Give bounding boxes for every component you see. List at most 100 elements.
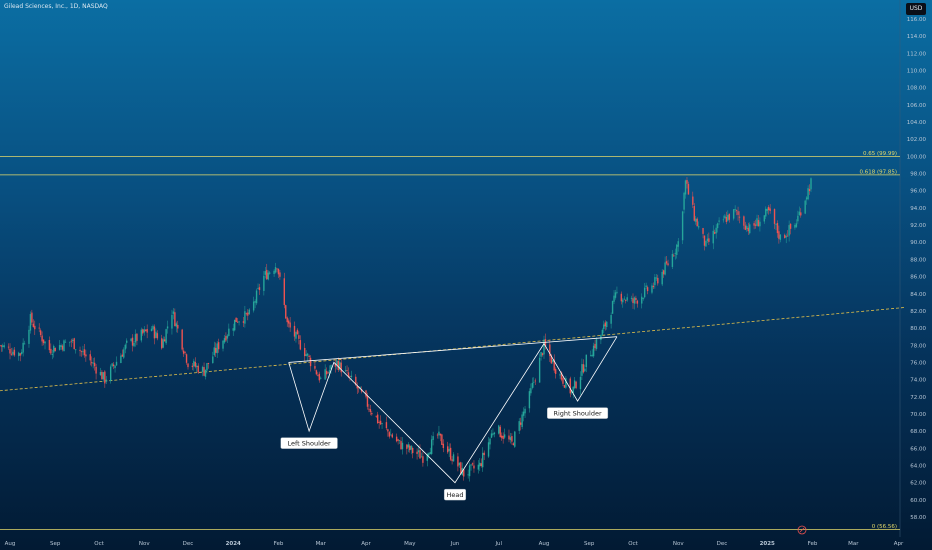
candle-body (215, 347, 217, 353)
candle-body (724, 215, 726, 219)
candle-body (74, 349, 77, 351)
candle-body (533, 381, 535, 383)
x-tick-label: Apr (361, 541, 371, 547)
candle-body (489, 438, 491, 445)
y-tick-label: 60.00 (910, 498, 926, 504)
candle-body (233, 319, 236, 331)
fib-level-label: 0.618 (97.85) (859, 169, 897, 175)
candle-body (552, 360, 554, 362)
candle-body (9, 348, 11, 354)
candle-body (328, 370, 331, 374)
candle-body (104, 371, 106, 384)
candle-body (430, 439, 433, 454)
candle-body (350, 375, 353, 377)
candle-body (493, 432, 496, 435)
candle-body (339, 361, 341, 370)
chart-title: Gilead Sciences, Inc., 1D, NASDAQ (4, 3, 108, 10)
candle-body (324, 369, 326, 380)
x-tick-label: Sep (50, 541, 61, 547)
chart-event-icon[interactable] (797, 525, 807, 535)
candle-body (254, 301, 256, 303)
candle-body (407, 444, 410, 448)
pattern-label-text: Right Shoulder (553, 409, 601, 417)
currency-badge[interactable]: USD (906, 3, 926, 15)
candle-body (426, 454, 428, 461)
candle-body (375, 415, 377, 417)
candle-body (785, 235, 787, 238)
candle-body (371, 413, 373, 415)
candle-body (522, 411, 525, 416)
candle-body (553, 359, 555, 371)
candle-body (592, 345, 595, 357)
candle-body (633, 297, 636, 304)
candle-body (500, 435, 503, 438)
candle-body (626, 297, 628, 301)
price-axis: 58.00 60.00 62.00 64.00 66.00 68.00 70.00 72.00… (907, 17, 927, 521)
candle-body (344, 370, 347, 372)
x-tick-label: Oct (94, 541, 104, 547)
candle-body (744, 225, 747, 230)
candle-body (308, 355, 310, 357)
y-tick-label: 96.00 (910, 189, 926, 195)
candle-body (387, 429, 389, 432)
candle-body (320, 377, 322, 379)
candle-body (315, 370, 318, 375)
candle-body (54, 347, 56, 352)
candle-body (712, 230, 714, 244)
candle-body (228, 328, 230, 336)
candle-body (530, 388, 532, 394)
candle-body (622, 299, 624, 303)
candle-body (327, 372, 329, 374)
candle-body (63, 340, 65, 352)
candle-body (584, 368, 586, 372)
candle-body (636, 300, 639, 304)
candle-body (754, 224, 757, 226)
candle-body (521, 414, 523, 427)
candle-body (162, 339, 164, 348)
candle-body (573, 380, 576, 389)
candle-body (152, 325, 154, 330)
candle-body (677, 241, 679, 247)
candle-body (72, 339, 74, 341)
candle-body (238, 321, 240, 323)
candle-body (695, 218, 697, 222)
candle-body (381, 423, 383, 424)
candle-body (416, 451, 418, 454)
candle-body (325, 370, 328, 375)
candle-body (428, 453, 430, 456)
candle-body (276, 268, 278, 270)
x-tick-label: Dec (183, 541, 194, 547)
x-tick-label: Dec (717, 541, 728, 547)
candle-body (697, 226, 700, 228)
candle-body (417, 450, 420, 453)
candle-body (126, 340, 128, 343)
candle-body (788, 225, 790, 236)
candle-body (554, 369, 557, 374)
candle-body (541, 353, 544, 356)
candle-body (732, 209, 735, 219)
candle-body (105, 379, 107, 382)
candle-body (293, 325, 296, 337)
y-tick-label: 78.00 (910, 343, 926, 349)
candle-body (559, 374, 561, 376)
candle-body (80, 351, 83, 353)
candle-body (69, 341, 71, 343)
candle-body (182, 350, 185, 354)
candle-body (696, 218, 698, 227)
candle-body (155, 331, 157, 338)
candle-body (177, 324, 179, 329)
y-tick-label: 100.00 (907, 154, 927, 160)
candle-body (390, 434, 392, 436)
candle-body (379, 420, 382, 425)
candle-body (769, 208, 771, 211)
candle-body (287, 320, 290, 324)
candle-body (274, 267, 277, 273)
y-tick-label: 76.00 (910, 360, 926, 366)
candle-body (99, 371, 102, 376)
candle-body (409, 445, 411, 451)
candle-body (298, 335, 300, 339)
candle-body (683, 192, 685, 210)
candle-body (563, 385, 566, 388)
candle-body (737, 211, 739, 215)
